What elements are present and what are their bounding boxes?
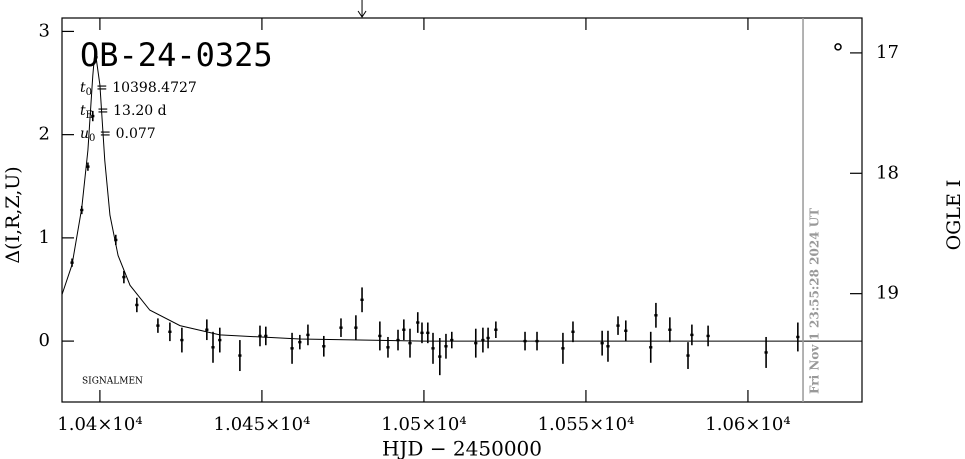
parameter-symbol: u	[80, 126, 89, 142]
fit-parameter: u0 = 0.077	[80, 126, 156, 144]
parameter-value: = 13.20 d	[97, 103, 167, 119]
y-tick-label: 2	[39, 124, 50, 145]
data-point	[218, 338, 222, 342]
now-label: Fri Nov 1 23:55:28 2024 UT	[808, 208, 822, 394]
data-point	[339, 326, 343, 329]
data-point	[135, 303, 139, 307]
data-point	[444, 345, 448, 348]
x-tick-label: 1.06×10⁴	[705, 414, 790, 435]
data-point	[86, 165, 90, 168]
data-point	[354, 326, 358, 329]
time-arrow	[357, 0, 367, 18]
data-point	[426, 331, 430, 335]
y-axis-label: Δ(I,R,Z,U)	[2, 166, 24, 263]
data-point	[420, 331, 424, 335]
data-point	[70, 261, 74, 264]
y-tick-label: 0	[39, 330, 50, 351]
marker	[834, 43, 842, 51]
data-point	[616, 324, 620, 327]
y2-tick-label: 18	[876, 162, 899, 183]
parameter-subscript: E	[86, 110, 93, 121]
data-point	[764, 351, 768, 354]
y-tick-label: 1	[39, 227, 50, 248]
data-point	[624, 329, 628, 332]
data-point	[290, 347, 294, 350]
data-point	[486, 336, 490, 340]
y2-axis-label: OGLE I	[943, 180, 965, 251]
data-point	[80, 208, 84, 212]
y2-tick-label: 19	[876, 283, 899, 304]
data-point	[94, 56, 98, 59]
data-point	[668, 328, 672, 331]
data-point	[408, 341, 412, 345]
data-point	[416, 321, 420, 324]
data-point	[523, 339, 527, 343]
data-point	[205, 328, 209, 331]
data-point	[180, 338, 184, 342]
data-point	[322, 345, 326, 348]
parameter-subscript: 0	[86, 87, 92, 98]
data-point	[402, 328, 406, 331]
data-point	[386, 346, 390, 349]
x-axis-label: HJD − 2450000	[382, 437, 542, 459]
data-point	[481, 338, 485, 342]
data-point	[706, 334, 710, 338]
data-point	[438, 355, 442, 358]
data-point	[168, 330, 172, 334]
chart-title: OB-24-0325	[80, 36, 273, 74]
parameter-subscript: 0	[89, 133, 95, 144]
data-point	[686, 354, 690, 357]
data-point	[796, 335, 800, 339]
data-point	[649, 346, 653, 349]
data-point	[474, 341, 478, 345]
data-point	[156, 324, 160, 327]
data-point	[690, 333, 694, 337]
data-point	[606, 345, 610, 348]
data-point	[571, 330, 575, 334]
data-point	[258, 334, 262, 338]
parameter-value: = 10398.4727	[96, 80, 197, 96]
data-point	[654, 314, 658, 317]
data-point	[378, 334, 382, 338]
parameter-symbol: t	[80, 80, 86, 96]
data-point	[535, 339, 539, 343]
data-point	[238, 354, 242, 357]
fit-parameter: tE = 13.20 d	[80, 103, 167, 121]
model-curve	[61, 49, 862, 342]
x-tick-label: 1.045×10⁴	[214, 414, 311, 435]
x-tick-label: 1.04×10⁴	[57, 414, 142, 435]
fit-parameter: t0 = 10398.4727	[80, 80, 197, 98]
y2-tick-label: 17	[876, 42, 899, 63]
data-point	[298, 340, 302, 344]
data-point	[211, 346, 215, 349]
data-point	[561, 347, 565, 350]
credit: SIGNALMEN	[82, 377, 143, 387]
data-point	[431, 347, 435, 350]
data-point	[450, 338, 454, 342]
data-point	[396, 338, 400, 342]
data-point	[360, 298, 364, 302]
data-point	[264, 334, 268, 338]
parameter-symbol: t	[80, 103, 86, 119]
parameter-value: = 0.077	[99, 126, 155, 142]
data-point	[114, 238, 118, 242]
y-tick-label: 3	[39, 20, 50, 41]
data-point	[122, 275, 126, 279]
data-point	[91, 114, 95, 118]
plot-frame	[61, 17, 863, 403]
x-tick-label: 1.05×10⁴	[381, 414, 466, 435]
data-point	[494, 328, 498, 331]
data-point	[600, 341, 604, 345]
x-tick-label: 1.055×10⁴	[538, 414, 635, 435]
data-point	[306, 333, 310, 337]
